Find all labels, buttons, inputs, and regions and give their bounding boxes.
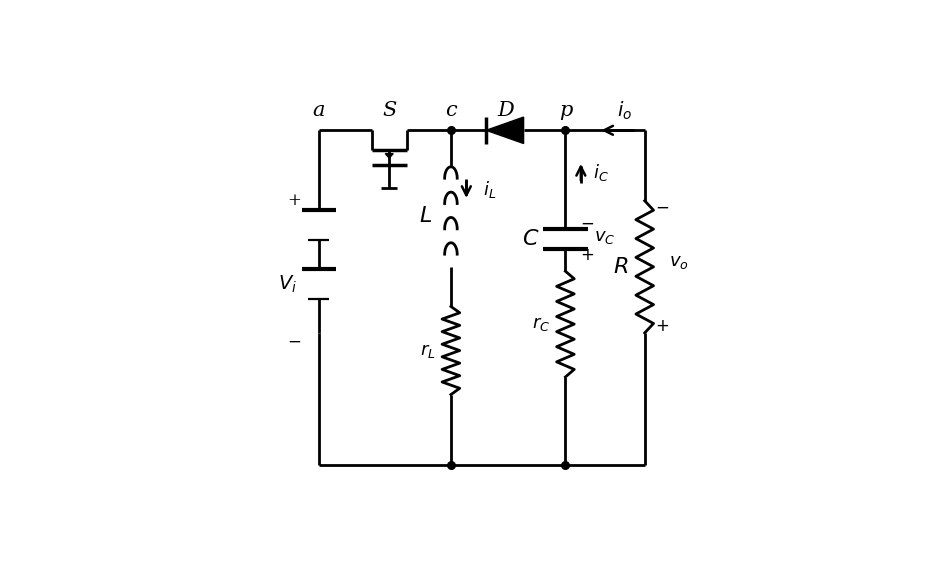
Text: $R$: $R$ — [613, 256, 628, 278]
Text: −: − — [655, 198, 669, 216]
Text: D: D — [497, 101, 514, 120]
Text: $i_o$: $i_o$ — [618, 100, 633, 122]
Text: p: p — [558, 101, 572, 120]
Text: $i_C$: $i_C$ — [593, 162, 608, 182]
Text: c: c — [445, 101, 457, 120]
Text: $r_L$: $r_L$ — [420, 341, 436, 360]
Text: S: S — [383, 101, 397, 120]
Text: $V_i$: $V_i$ — [277, 274, 297, 295]
Text: $i_L$: $i_L$ — [482, 179, 496, 200]
Text: $L$: $L$ — [419, 205, 431, 227]
Text: +: + — [288, 192, 302, 209]
Text: +: + — [581, 245, 594, 264]
Text: $v_C$: $v_C$ — [594, 228, 616, 246]
Text: −: − — [581, 215, 594, 233]
Text: a: a — [312, 101, 325, 120]
Polygon shape — [486, 117, 524, 144]
Text: $C$: $C$ — [523, 228, 540, 251]
Text: −: − — [288, 333, 302, 350]
Text: $v_o$: $v_o$ — [669, 253, 689, 272]
Text: $r_C$: $r_C$ — [532, 315, 550, 333]
Text: +: + — [655, 317, 669, 335]
Polygon shape — [385, 154, 393, 158]
